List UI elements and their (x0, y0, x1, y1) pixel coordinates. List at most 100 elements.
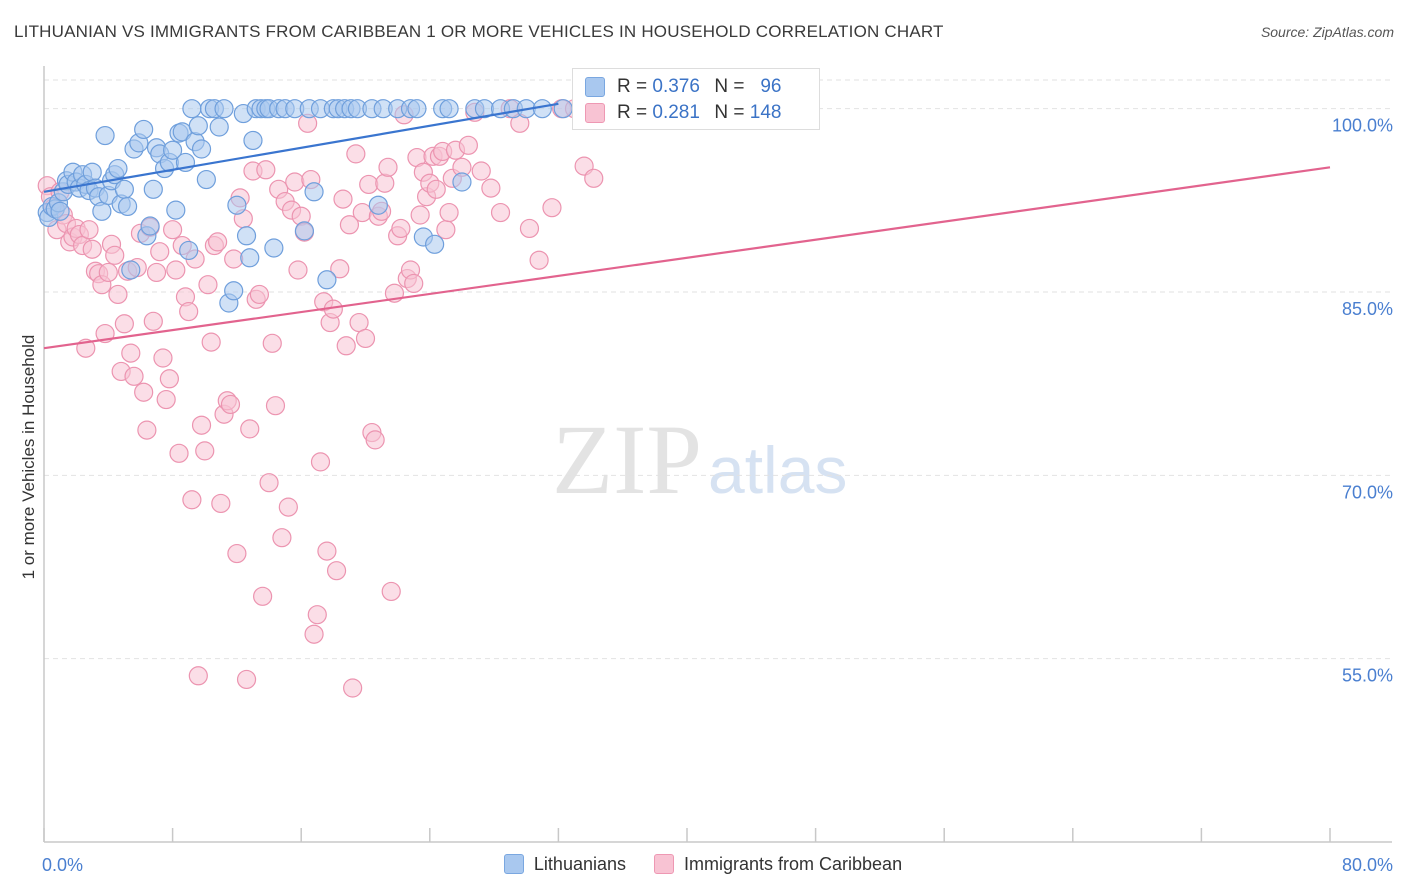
lithuanian-point (304, 182, 324, 202)
x-tick-label-min: 0.0% (42, 855, 83, 875)
caribbean-point (153, 348, 173, 368)
stats-row-lithuanians: R = 0.376 N = 96 (585, 75, 781, 99)
caribbean-point (317, 541, 337, 561)
caribbean-point (346, 144, 366, 164)
caribbean-point (378, 157, 398, 177)
lithuanian-point (240, 248, 260, 268)
caribbean-point (426, 179, 446, 199)
lithuanian-point (50, 201, 70, 221)
caribbean-point (352, 202, 372, 223)
lithuanian-point (214, 99, 234, 119)
n-value: 148 (749, 102, 782, 123)
caribbean-point (262, 333, 282, 353)
caribbean-point (519, 218, 540, 239)
x-tick-label-max: 80.0% (1342, 855, 1393, 875)
caribbean-point (182, 490, 202, 510)
caribbean-point (108, 284, 128, 305)
caribbean-point (343, 678, 363, 698)
lithuanian-point (264, 238, 284, 258)
caribbean-point (253, 586, 273, 606)
lithuanian-point (317, 270, 337, 290)
lithuanian-point (243, 130, 263, 151)
caribbean-point (584, 168, 604, 188)
r-value: 0.281 (652, 102, 700, 123)
lithuanians-swatch (585, 77, 605, 97)
caribbean-point (227, 543, 247, 564)
caribbean-point (224, 249, 244, 269)
legend-label-lithuanians: Lithuanians (533, 853, 626, 874)
y-tick-label: 70.0% (1342, 482, 1393, 502)
source-label: Source: ZipAtlas.com (1260, 24, 1394, 40)
y-tick-label: 55.0% (1342, 666, 1393, 686)
legend-item-lithuanians[interactable]: Lithuanians (503, 853, 626, 875)
caribbean-point (191, 415, 212, 435)
lithuanian-point (121, 260, 141, 280)
y-axis-label: 1 or more Vehicles in Household (19, 335, 38, 580)
caribbean-point (137, 420, 157, 440)
lithuanian-point (82, 162, 102, 182)
r-label: R = (617, 102, 648, 123)
caribbean-point (336, 336, 356, 356)
caribbean-point (105, 245, 125, 265)
legend-item-caribbean[interactable]: Immigrants from Caribbean (654, 854, 902, 875)
legend-swatch-pink (654, 854, 674, 874)
caribbean-point (150, 242, 170, 262)
caribbean-point (124, 366, 144, 386)
lithuanian-point (224, 281, 244, 301)
caribbean-point (143, 311, 163, 331)
caribbean-point (256, 160, 276, 180)
caribbean-point (410, 205, 430, 225)
caribbean-point (439, 202, 459, 223)
caribbean-point (265, 396, 286, 416)
stats-row-caribbean: R = 0.281 N = 148 (585, 101, 781, 125)
caribbean-point (481, 178, 501, 198)
caribbean-point (307, 605, 327, 625)
y-tick-label: 85.0% (1342, 299, 1393, 319)
caribbean-point (304, 624, 324, 644)
watermark-zip: ZIP (552, 404, 702, 515)
caribbean-point (333, 189, 353, 209)
caribbean-point (146, 262, 167, 283)
caribbean-point (288, 260, 308, 280)
n-label: N = (714, 102, 745, 123)
lithuanian-point (209, 117, 229, 137)
lithuanian-point (182, 99, 202, 119)
caribbean-point (166, 260, 186, 280)
n-value: 96 (760, 76, 782, 97)
caribbean-point (359, 174, 379, 195)
lithuanian-point (134, 119, 154, 140)
caribbean-point (278, 497, 298, 517)
caribbean-point (82, 239, 102, 259)
caribbean-point (179, 301, 199, 322)
lithuanian-point (179, 240, 199, 261)
caribbean-point (114, 314, 134, 334)
caribbean-point (249, 284, 270, 305)
lithuanian-point (191, 139, 212, 159)
stats-legend: R = 0.376 N = 96 R = 0.281 N = 148 (572, 68, 820, 130)
y-tick-label: 100.0% (1332, 116, 1393, 136)
caribbean-point (211, 493, 231, 514)
lithuanian-point (163, 140, 183, 160)
caribbean-point (310, 452, 331, 472)
caribbean-point (490, 202, 511, 223)
lithuanian-point (117, 196, 138, 217)
caribbean-point (156, 389, 176, 410)
caribbean-point (339, 215, 360, 235)
caribbean-point (134, 382, 154, 402)
lithuanian-point (114, 179, 134, 199)
caribbean-point (272, 528, 292, 548)
lithuanian-point (439, 99, 459, 119)
caribbean-point (458, 135, 478, 155)
caribbean-point (330, 259, 350, 279)
caribbean-point (391, 218, 411, 239)
caribbean-point (98, 262, 118, 283)
lithuanian-point (166, 200, 186, 220)
lithuanian-point (294, 221, 315, 241)
caribbean-point (195, 441, 215, 461)
legend-swatch-blue (503, 854, 524, 874)
legend-label-caribbean: Immigrants from Caribbean (684, 853, 903, 874)
caribbean-point (404, 273, 424, 294)
caribbean-point (240, 419, 260, 439)
lithuanian-point (236, 226, 257, 246)
